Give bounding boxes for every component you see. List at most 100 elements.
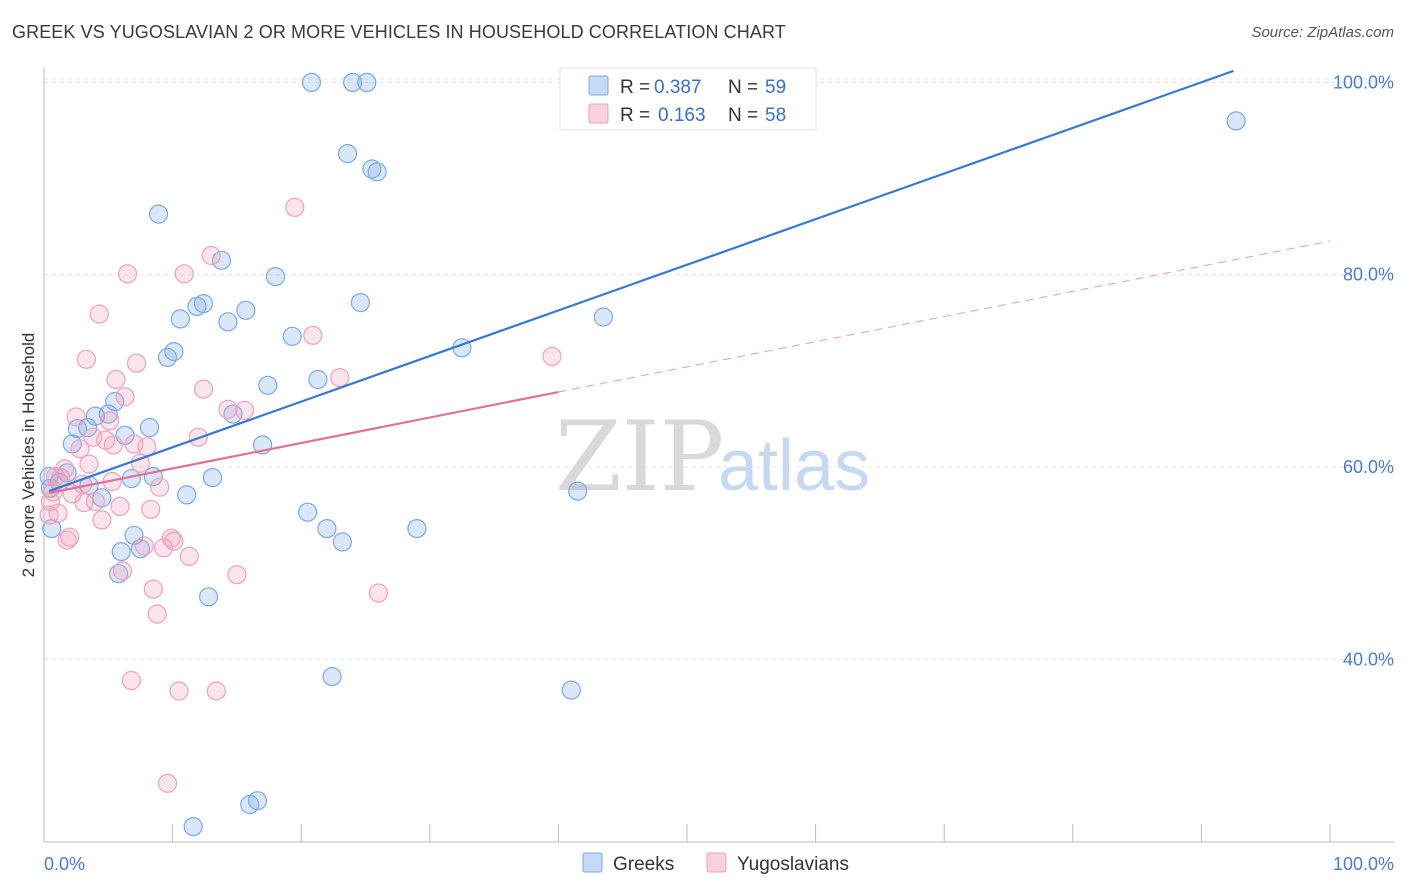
greeks-point (337, 144, 358, 164)
greeks-point (298, 502, 318, 522)
yugoslavians-point (147, 604, 167, 624)
greeks-point (199, 587, 219, 607)
axes (43, 68, 1394, 843)
greeks-point (317, 518, 337, 539)
greeks-point (218, 312, 238, 332)
yugoslavians-point (174, 264, 194, 284)
bottom-legend: Greeks Yugoslavians (582, 852, 849, 875)
yugoslavians-trend-line (48, 390, 559, 495)
yugoslavians-point (89, 304, 109, 324)
yugoslavians-point (57, 530, 77, 550)
greeks-point (258, 375, 278, 395)
greeks-point (211, 250, 232, 270)
greeks-point (164, 342, 184, 362)
greeks-point (236, 300, 256, 320)
greeks-point (308, 369, 328, 390)
greeks-point (193, 294, 214, 314)
x-tick-label-min: 0.0% (44, 854, 85, 874)
chart-title: GREEK VS YUGOSLAVIAN 2 OR MORE VEHICLES … (12, 22, 786, 42)
legend-n-label-greeks: N = (728, 77, 758, 98)
y-tick-label: 40.0% (1343, 649, 1394, 669)
yugoslavians-point (154, 538, 174, 558)
legend-n-value-greeks: 59 (765, 77, 786, 98)
yugoslavians-point (143, 579, 163, 599)
yugoslavians-point (121, 670, 141, 691)
y-tick-label: 100.0% (1333, 72, 1394, 92)
yugoslavians-point (115, 387, 135, 407)
yugoslavians-point (110, 496, 130, 516)
yugoslavians-point (206, 681, 226, 701)
yugoslavians-point (150, 477, 170, 497)
greeks-point (568, 481, 588, 501)
yugoslavians-point (218, 399, 238, 419)
yugoslavians-point (54, 459, 75, 479)
greeks-point (139, 418, 160, 438)
yugoslavians-point (106, 369, 126, 390)
y-tick-labels: 40.0% 60.0% 80.0% 100.0% (1333, 72, 1394, 669)
bottom-legend-swatch-greeks (582, 852, 603, 873)
legend-n-value-yugoslavians: 58 (765, 105, 786, 126)
yugoslavians-point (48, 503, 68, 523)
y-tick-label: 80.0% (1343, 265, 1394, 285)
greeks-point (183, 816, 203, 837)
yugoslavians-point (169, 681, 189, 701)
legend-r-value-yugoslavians: 0.163 (658, 105, 706, 126)
greeks-point (343, 72, 363, 93)
legend: R = 0.387 N = 59 R = 0.163 N = 58 (559, 67, 817, 131)
yugoslavians-point (542, 346, 562, 366)
x-tick-label-max: 100.0% (1333, 854, 1394, 874)
watermark-zip: ZIP (555, 401, 724, 513)
yugoslavians-point (303, 325, 323, 345)
yugoslavians-point (112, 561, 133, 581)
yugoslavians-point (164, 531, 184, 551)
yugoslavians-point (235, 400, 255, 420)
yugoslavians-point (130, 453, 150, 473)
y-axis-label: 2 or more Vehicles in Household (19, 333, 38, 578)
legend-r-label-greeks: R = (620, 77, 650, 98)
data-points (39, 72, 1246, 837)
greeks-point (593, 307, 614, 327)
greeks-point (1226, 111, 1246, 131)
greeks-point (322, 666, 342, 687)
greeks-point (367, 162, 387, 182)
yugoslavians-point (60, 527, 80, 547)
yugoslavians-point (201, 245, 221, 266)
yugoslavians-point (127, 353, 147, 373)
greeks-point (362, 159, 382, 179)
bottom-legend-label-yugoslavians: Yugoslavians (737, 854, 849, 875)
yugoslavians-point (157, 773, 178, 793)
yugoslavians-point (330, 368, 350, 388)
source-label: Source: ZipAtlas.com (1251, 24, 1394, 41)
legend-r-label-yugoslavians: R = (620, 105, 650, 126)
greeks-point (301, 72, 322, 93)
legend-swatch-greeks (588, 75, 609, 96)
greeks-point (202, 468, 223, 488)
greeks-point (561, 680, 581, 700)
yugoslavians-point (227, 565, 247, 585)
greeks-point (105, 392, 125, 412)
yugoslavians-point (117, 264, 138, 284)
yugoslavians-point (368, 583, 388, 603)
greeks-point (247, 791, 268, 811)
greeks-point (332, 532, 352, 552)
greeks-point (170, 309, 190, 329)
legend-swatch-yugoslavians (588, 103, 609, 124)
yugoslavians-point (74, 493, 94, 513)
yugoslavians-point (179, 546, 199, 567)
yugoslavians-point (161, 528, 181, 548)
yugoslavians-point (79, 454, 99, 474)
yugoslavians-trend-extension (558, 240, 1331, 393)
legend-r-value-greeks: 0.387 (654, 77, 702, 98)
yugoslavians-point (76, 349, 97, 369)
grid-lines (44, 78, 1394, 660)
bottom-legend-swatch-yugoslavians (706, 852, 727, 873)
greeks-point (407, 518, 427, 539)
greeks-point (282, 326, 302, 346)
greeks-point (265, 267, 286, 287)
legend-n-label-yugoslavians: N = (728, 105, 758, 126)
bottom-legend-label-greeks: Greeks (613, 854, 674, 875)
greeks-point (350, 293, 370, 313)
trend-lines (48, 69, 1331, 495)
y-tick-label: 60.0% (1343, 457, 1394, 477)
